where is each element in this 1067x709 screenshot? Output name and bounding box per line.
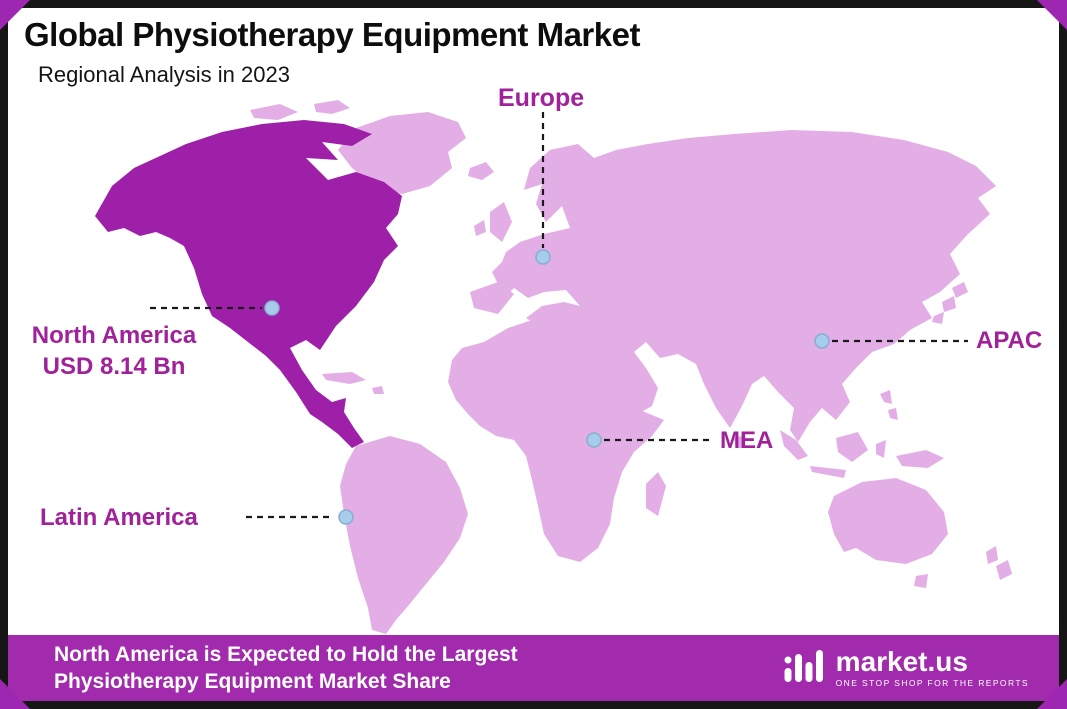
- corner-accent-bottom-left: [0, 679, 30, 709]
- page-title: Global Physiotherapy Equipment Market: [24, 16, 640, 53]
- new-zealand-shape: [986, 546, 998, 564]
- caribbean-islands-shape: [372, 386, 384, 394]
- sri-lanka-shape: [734, 436, 744, 448]
- footer-message: North America is Expected to Hold the La…: [54, 641, 518, 695]
- philippines-shape: [880, 390, 892, 404]
- latin-america-marker-dot: [338, 509, 354, 525]
- caribbean-islands-shape: [322, 372, 366, 384]
- apac-label: APAC: [976, 327, 1043, 354]
- continent-africa: [448, 314, 664, 562]
- brand-text: market.us ONE STOP SHOP FOR THE REPORTS: [835, 646, 1029, 689]
- new-zealand-shape: [996, 560, 1012, 580]
- new-guinea-shape: [896, 450, 944, 468]
- brand-name: market.us: [835, 646, 968, 677]
- madagascar-shape: [646, 472, 666, 516]
- arctic-islands-shape: [314, 100, 350, 114]
- tasmania-shape: [914, 574, 928, 588]
- north-america-label: North America USD 8.14 Bn: [14, 320, 214, 382]
- page-subtitle: Regional Analysis in 2023: [38, 62, 290, 87]
- continent-north-america: [95, 120, 402, 448]
- mea-label: MEA: [720, 427, 774, 454]
- sumatra-shape: [780, 430, 808, 460]
- britain-shape: [490, 202, 512, 242]
- continent-australia: [828, 478, 948, 564]
- continent-eurasia: [488, 130, 996, 442]
- north-america-label-value: USD 8.14 Bn: [42, 353, 186, 380]
- footer-bar: North America is Expected to Hold the La…: [8, 635, 1059, 701]
- footer-message-line1: North America is Expected to Hold the La…: [54, 643, 518, 666]
- marketus-logo-icon: [784, 650, 823, 682]
- iceland-shape: [468, 162, 494, 180]
- europe-label: Europe: [498, 84, 585, 112]
- mea-marker-dot: [586, 432, 602, 448]
- europe-marker-dot: [535, 249, 551, 265]
- continent-south-america: [340, 436, 468, 634]
- iberia-shape: [470, 282, 514, 314]
- latin-america-label: Latin America: [40, 504, 198, 531]
- japan-shape: [932, 312, 944, 324]
- brand-block: market.us ONE STOP SHOP FOR THE REPORTS: [780, 647, 1029, 689]
- greenland-shape: [338, 112, 466, 194]
- arctic-islands-shape: [250, 104, 298, 120]
- philippines-shape: [888, 408, 898, 420]
- japan-shape: [942, 296, 956, 312]
- corner-accent-bottom-right: [1037, 679, 1067, 709]
- sulawesi-shape: [876, 440, 886, 458]
- japan-shape: [952, 282, 968, 298]
- north-america-marker-dot: [264, 300, 280, 316]
- ireland-shape: [474, 220, 486, 236]
- borneo-shape: [836, 432, 868, 462]
- footer-message-line2: Physiotherapy Equipment Market Share: [54, 670, 451, 693]
- java-shape: [810, 466, 846, 478]
- north-america-label-name: North America: [31, 322, 197, 349]
- brand-tagline: ONE STOP SHOP FOR THE REPORTS: [835, 678, 1029, 688]
- apac-marker-dot: [814, 333, 830, 349]
- corner-accent-top-right: [1037, 0, 1067, 30]
- corner-accent-top-left: [0, 0, 30, 30]
